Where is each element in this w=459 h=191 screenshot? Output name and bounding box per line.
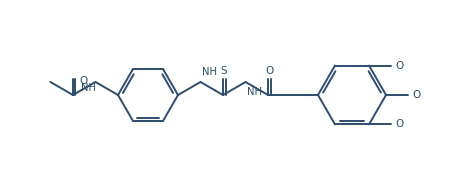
Text: O: O (411, 90, 420, 100)
Text: NH: NH (246, 87, 261, 97)
Text: O: O (394, 119, 403, 129)
Text: O: O (264, 66, 273, 76)
Text: O: O (394, 61, 403, 70)
Text: NH: NH (81, 83, 96, 93)
Text: O: O (79, 76, 87, 86)
Text: NH: NH (201, 67, 216, 77)
Text: S: S (220, 66, 227, 76)
